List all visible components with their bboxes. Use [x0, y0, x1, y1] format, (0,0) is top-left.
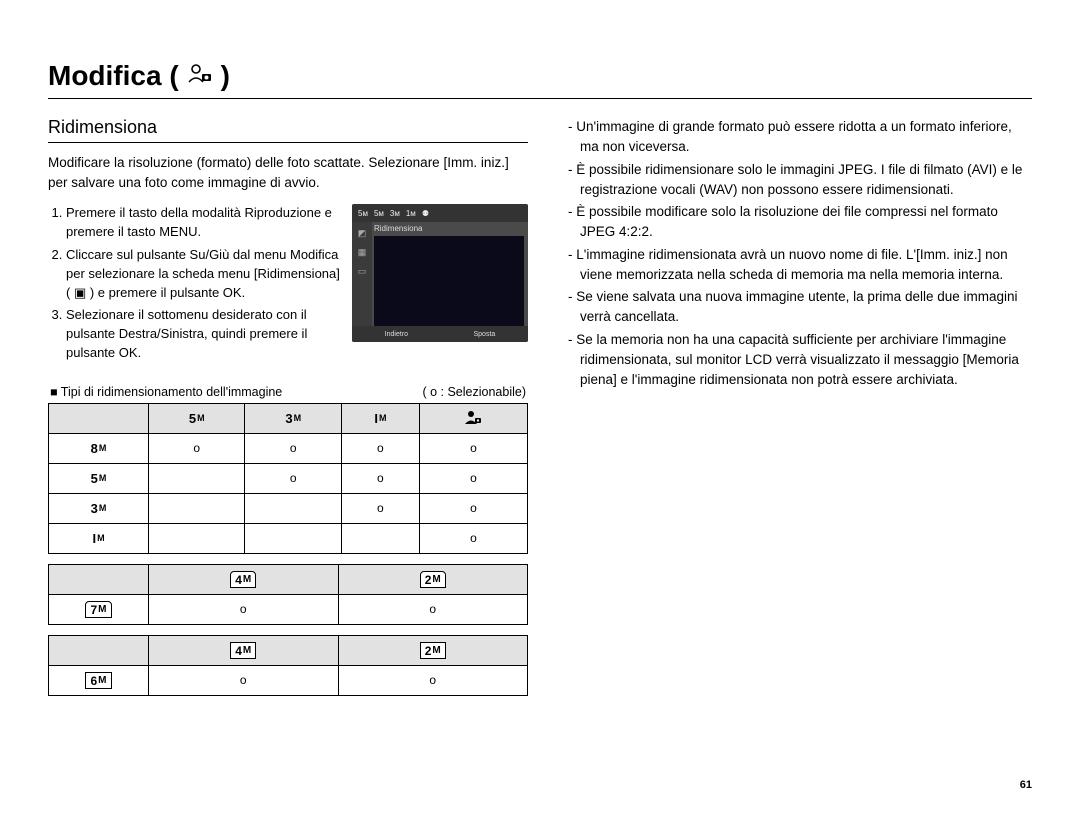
- table-cell: [341, 523, 419, 553]
- table-cell: o: [149, 433, 245, 463]
- note-item: - L'immagine ridimensionata avrà un nuov…: [568, 245, 1032, 286]
- table-cell: o: [245, 433, 341, 463]
- table-cell: o: [419, 433, 527, 463]
- note-item: - Se la memoria non ha una capacità suff…: [568, 330, 1032, 391]
- notes-list: - Un'immagine di grande formato può esse…: [568, 117, 1032, 390]
- table-cell: o: [338, 665, 528, 695]
- steps-list: Premere il tasto della modalità Riproduz…: [48, 204, 340, 367]
- table-cell: o: [245, 463, 341, 493]
- table-cell: [149, 463, 245, 493]
- col-header: 3M: [245, 403, 341, 433]
- col-header: IM: [341, 403, 419, 433]
- startup-image-icon: [464, 409, 482, 428]
- subtitle: Ridimensiona: [48, 117, 528, 143]
- caption-left: ■ Tipi di ridimensionamento dell'immagin…: [50, 385, 282, 399]
- resize-table-1: 5M 3M IM 8M o o o o 5: [48, 403, 528, 554]
- table-cell: o: [341, 433, 419, 463]
- table-cell: o: [149, 594, 339, 624]
- table-cell: o: [419, 493, 527, 523]
- table-cell: o: [419, 523, 527, 553]
- title-suffix: ): [221, 60, 230, 92]
- row-header: 8M: [49, 433, 149, 463]
- row-header: 7M: [49, 594, 149, 624]
- table-corner: [49, 635, 149, 665]
- table-corner: [49, 403, 149, 433]
- table-cell: o: [149, 665, 339, 695]
- table-cell: o: [338, 594, 528, 624]
- edit-person-icon: [187, 62, 213, 90]
- note-item: - È possibile modificare solo la risoluz…: [568, 202, 1032, 243]
- lcd-menu-label: Ridimensiona: [374, 224, 422, 233]
- table-cell: [245, 493, 341, 523]
- lcd-top-bar: 5ᴍ 5ᴍ 3ᴍ 1ᴍ ⚉: [352, 204, 528, 222]
- note-item: - È possibile ridimensionare solo le imm…: [568, 160, 1032, 201]
- col-header: 2M: [338, 564, 528, 594]
- resize-table-3: 4M 2M 6M o o: [48, 635, 528, 696]
- table-cell: [245, 523, 341, 553]
- page-number: 61: [1020, 779, 1032, 791]
- step-item: Cliccare sul pulsante Su/Giù dal menu Mo…: [66, 246, 340, 303]
- col-header: [419, 403, 527, 433]
- note-item: - Un'immagine di grande formato può esse…: [568, 117, 1032, 158]
- table-cell: o: [341, 493, 419, 523]
- caption-right: ( o : Selezionabile): [422, 385, 526, 399]
- table-caption: ■ Tipi di ridimensionamento dell'immagin…: [48, 385, 528, 399]
- table-corner: [49, 564, 149, 594]
- step-item: Premere il tasto della modalità Riproduz…: [66, 204, 340, 242]
- title-text: Modifica (: [48, 60, 179, 92]
- intro-text: Modificare la risoluzione (formato) dell…: [48, 153, 528, 192]
- lcd-bottom-bar: Indietro Sposta: [352, 326, 528, 342]
- col-header: 5M: [149, 403, 245, 433]
- table-cell: o: [341, 463, 419, 493]
- row-header: 3M: [49, 493, 149, 523]
- resize-table-2: 4M 2M 7M o o: [48, 564, 528, 625]
- row-header: IM: [49, 523, 149, 553]
- col-header: 4M: [149, 564, 339, 594]
- col-header: 4M: [149, 635, 339, 665]
- table-cell: [149, 523, 245, 553]
- step-item: Selezionare il sottomenu desiderato con …: [66, 306, 340, 363]
- lcd-side-icons: ◩▦▭: [352, 222, 372, 326]
- table-cell: o: [419, 463, 527, 493]
- camera-lcd-screenshot: 5ᴍ 5ᴍ 3ᴍ 1ᴍ ⚉ ◩▦▭ Ridimensiona Indietro …: [352, 204, 528, 342]
- col-header: 2M: [338, 635, 528, 665]
- lcd-preview-area: [374, 236, 524, 326]
- page-title: Modifica ( ): [48, 60, 1032, 99]
- table-cell: [149, 493, 245, 523]
- row-header: 5M: [49, 463, 149, 493]
- row-header: 6M: [49, 665, 149, 695]
- note-item: - Se viene salvata una nuova immagine ut…: [568, 287, 1032, 328]
